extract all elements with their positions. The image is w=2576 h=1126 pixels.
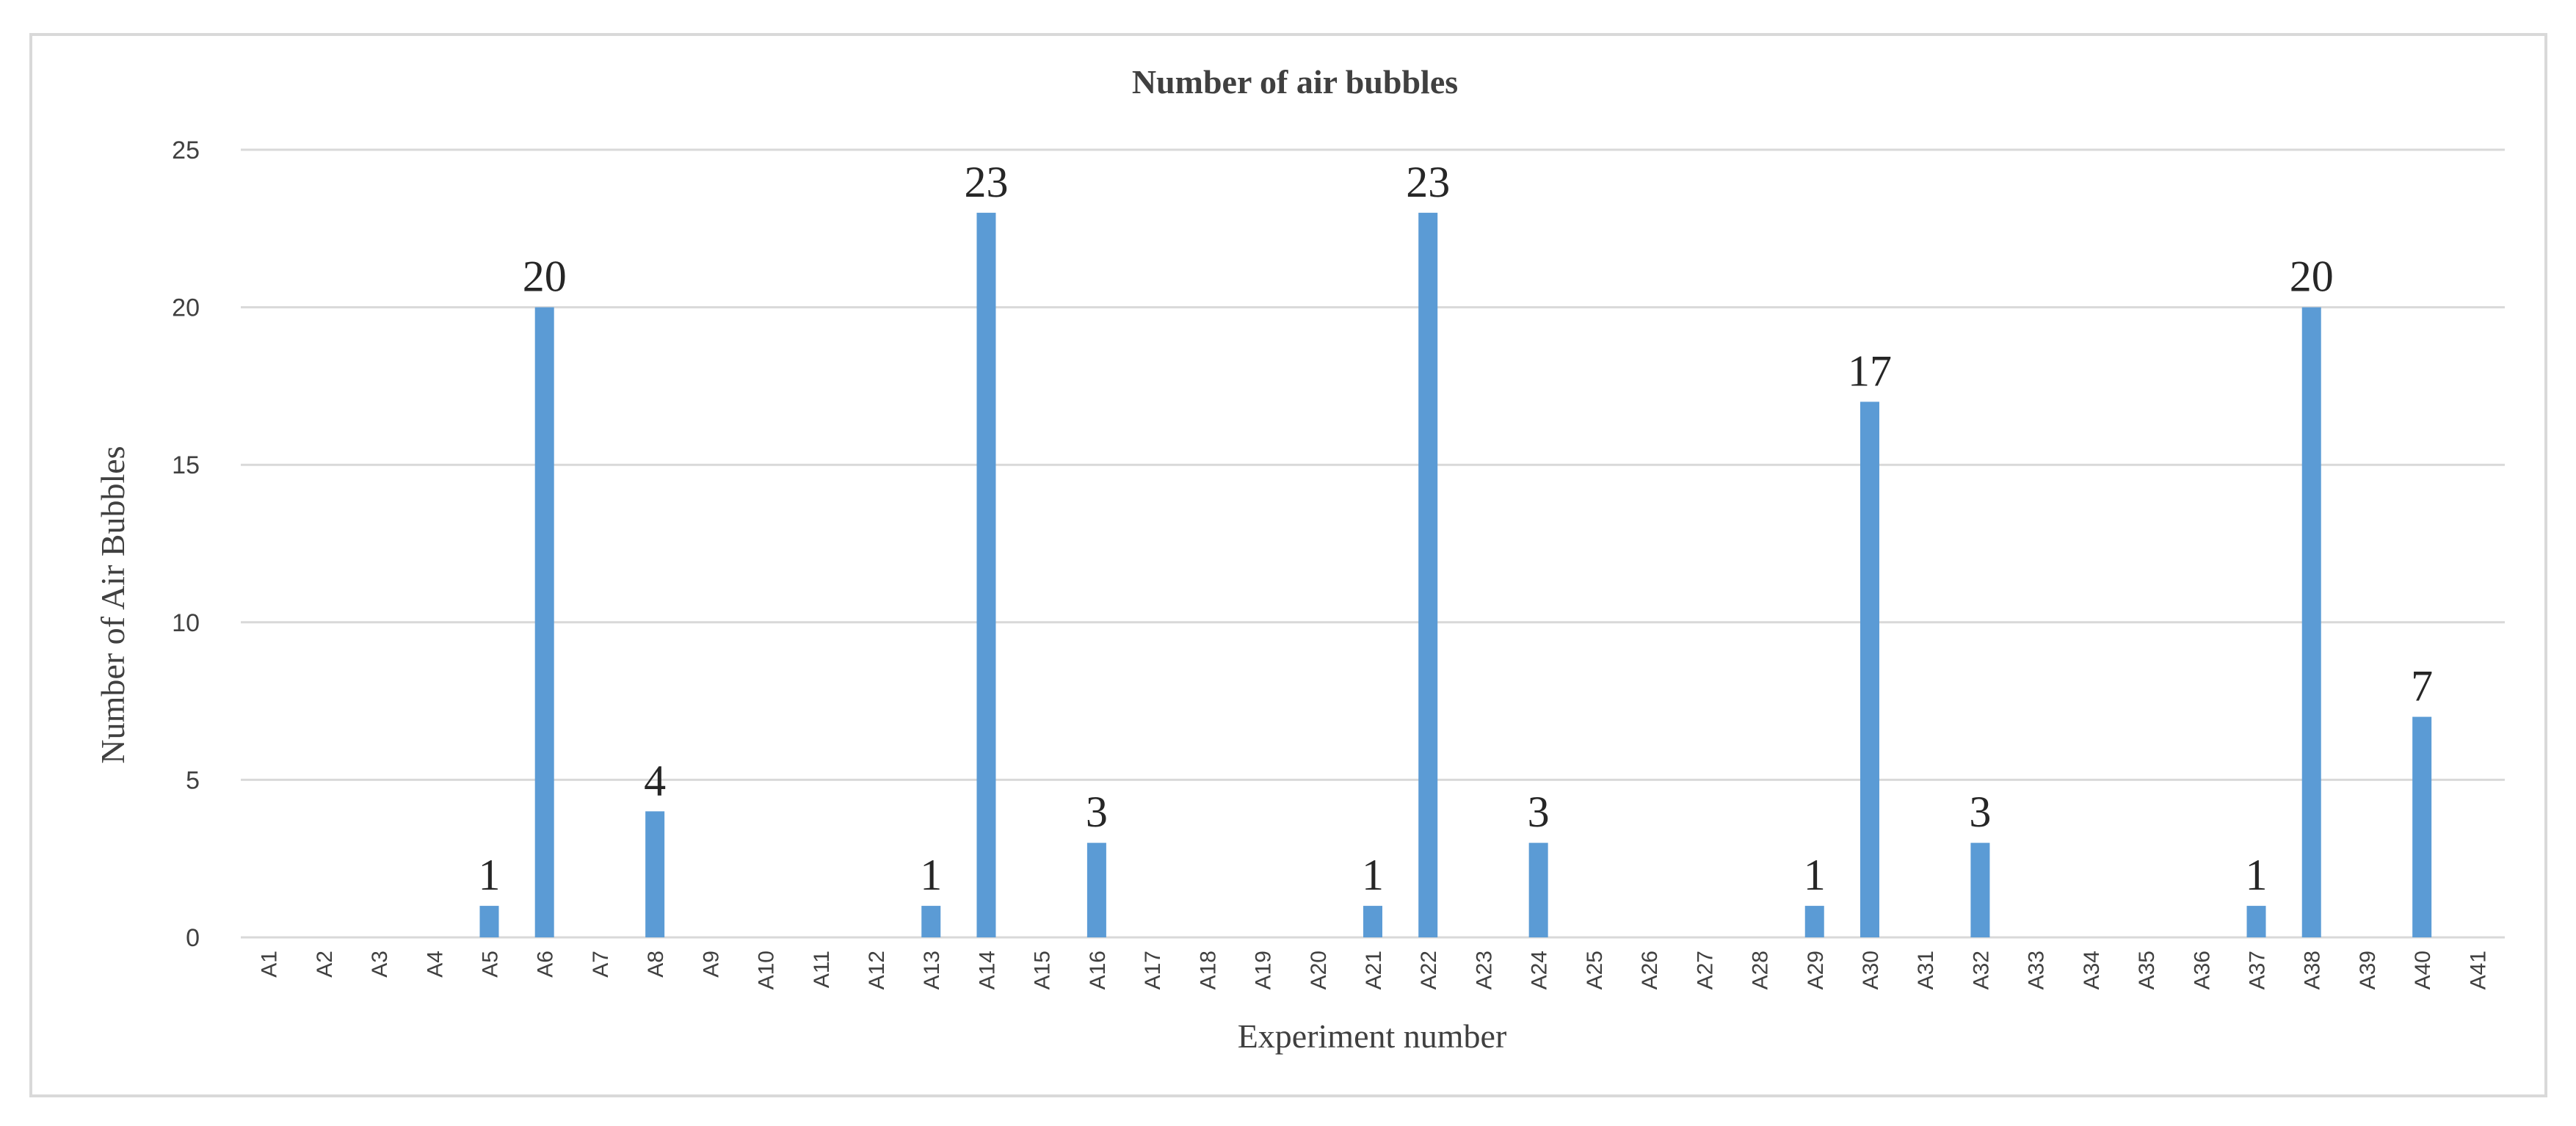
- data-label-A32: 3: [1969, 788, 1991, 836]
- x-tick-label: A40: [2411, 951, 2435, 989]
- x-tick-label: A9: [699, 951, 723, 978]
- y-tick-label: 25: [172, 137, 200, 164]
- x-tick-label: A32: [1969, 951, 1993, 989]
- x-tick-label: A24: [1528, 951, 1552, 989]
- x-tick-label: A28: [1749, 951, 1773, 989]
- x-tick-label: A23: [1472, 951, 1496, 989]
- x-tick-label: A13: [920, 951, 944, 989]
- data-label-A29: 1: [1804, 851, 1826, 899]
- x-tick-label: A1: [258, 951, 282, 978]
- x-tick-label: A6: [534, 951, 558, 978]
- x-tick-label: A25: [1583, 951, 1607, 989]
- x-tick-label: A2: [313, 951, 337, 978]
- bar-A24: [1528, 843, 1548, 937]
- x-tick-label: A41: [2466, 951, 2490, 989]
- data-label-A24: 3: [1528, 788, 1550, 836]
- x-tick-label: A26: [1638, 951, 1662, 989]
- y-tick-label: 0: [186, 924, 200, 952]
- data-label-A14: 23: [964, 158, 1008, 206]
- chart-title: Number of air bubbles: [1132, 63, 1458, 101]
- bar-A40: [2412, 716, 2432, 937]
- bar-A22: [1418, 212, 1438, 938]
- x-tick-label: A3: [368, 951, 392, 978]
- bar-A16: [1086, 843, 1106, 937]
- bar-A32: [1970, 843, 1990, 937]
- data-label-A8: 4: [644, 756, 666, 804]
- x-tick-label: A39: [2356, 951, 2380, 989]
- data-label-A6: 20: [523, 253, 567, 301]
- chart-frame: 1 20 4 1 23 3 1 23 3 1 17 3 1 20 7 0 5 10 15 20 25 A1 A2 A3 A4…: [29, 33, 2547, 1097]
- bar-A21: [1363, 906, 1382, 937]
- x-tick-label: A11: [810, 951, 834, 988]
- y-tick-label: 10: [172, 609, 200, 637]
- x-tick-label: A33: [2025, 951, 2049, 989]
- x-tick-label: A4: [423, 951, 447, 978]
- x-tick-label: A7: [589, 951, 613, 978]
- x-tick-label: A10: [755, 951, 779, 989]
- data-label-A13: 1: [920, 851, 942, 899]
- x-tick-label: A29: [1804, 951, 1828, 989]
- bar-A14: [976, 212, 996, 938]
- x-tick-label: A17: [1141, 951, 1165, 989]
- x-tick-label: A5: [478, 951, 502, 978]
- gridlines: [241, 148, 2505, 939]
- y-tick-label: 20: [172, 294, 200, 322]
- bars: [479, 212, 2432, 938]
- data-label-A16: 3: [1086, 788, 1108, 836]
- bar-A29: [1804, 906, 1824, 937]
- x-tick-label: A27: [1693, 951, 1717, 989]
- x-tick-label: A12: [865, 951, 889, 989]
- x-axis-label: Experiment number: [1238, 1017, 1507, 1055]
- x-tick-label: A38: [2301, 951, 2325, 989]
- x-tick-label: A22: [1417, 951, 1441, 989]
- x-tick-label: A20: [1307, 951, 1331, 989]
- bar-A30: [1860, 402, 1879, 937]
- data-label-A22: 23: [1406, 158, 1450, 206]
- bar-A38: [2301, 307, 2321, 938]
- bar-A37: [2246, 906, 2266, 937]
- x-tick-label: A34: [2080, 951, 2104, 989]
- bar-A5: [479, 906, 499, 937]
- y-tick-label: 5: [186, 766, 200, 794]
- x-tick-label: A18: [1196, 951, 1220, 989]
- x-tick-label: A19: [1252, 951, 1276, 989]
- x-tick-label: A15: [1031, 951, 1055, 989]
- bar-A8: [645, 811, 665, 937]
- data-label-A30: 17: [1848, 346, 1892, 395]
- x-tick-label: A36: [2190, 951, 2214, 989]
- x-tick-label: A8: [644, 951, 668, 978]
- x-tick-label: A30: [1859, 951, 1883, 989]
- x-tick-label: A21: [1362, 951, 1386, 989]
- data-label-A38: 20: [2290, 253, 2334, 301]
- x-tick-label: A16: [1086, 951, 1110, 989]
- bar-A6: [534, 307, 554, 938]
- x-tick-label: A37: [2246, 951, 2270, 989]
- y-axis-ticks: 0 5 10 15 20 25: [172, 137, 200, 952]
- bar-A13: [921, 906, 941, 937]
- x-axis-ticks: A1 A2 A3 A4 A5 A6 A7 A8 A9 A10 A11 A12 A13 A14 A15 A16 A…: [258, 951, 2491, 989]
- x-tick-label: A35: [2135, 951, 2159, 989]
- y-axis-label: Number of Air Bubbles: [94, 446, 131, 763]
- x-tick-label: A31: [1914, 951, 1938, 989]
- x-tick-label: A14: [975, 951, 999, 989]
- y-tick-label: 15: [172, 451, 200, 479]
- data-label-A21: 1: [1362, 851, 1384, 899]
- data-label-A40: 7: [2411, 662, 2433, 711]
- data-label-A5: 1: [478, 851, 500, 899]
- data-label-A37: 1: [2246, 851, 2268, 899]
